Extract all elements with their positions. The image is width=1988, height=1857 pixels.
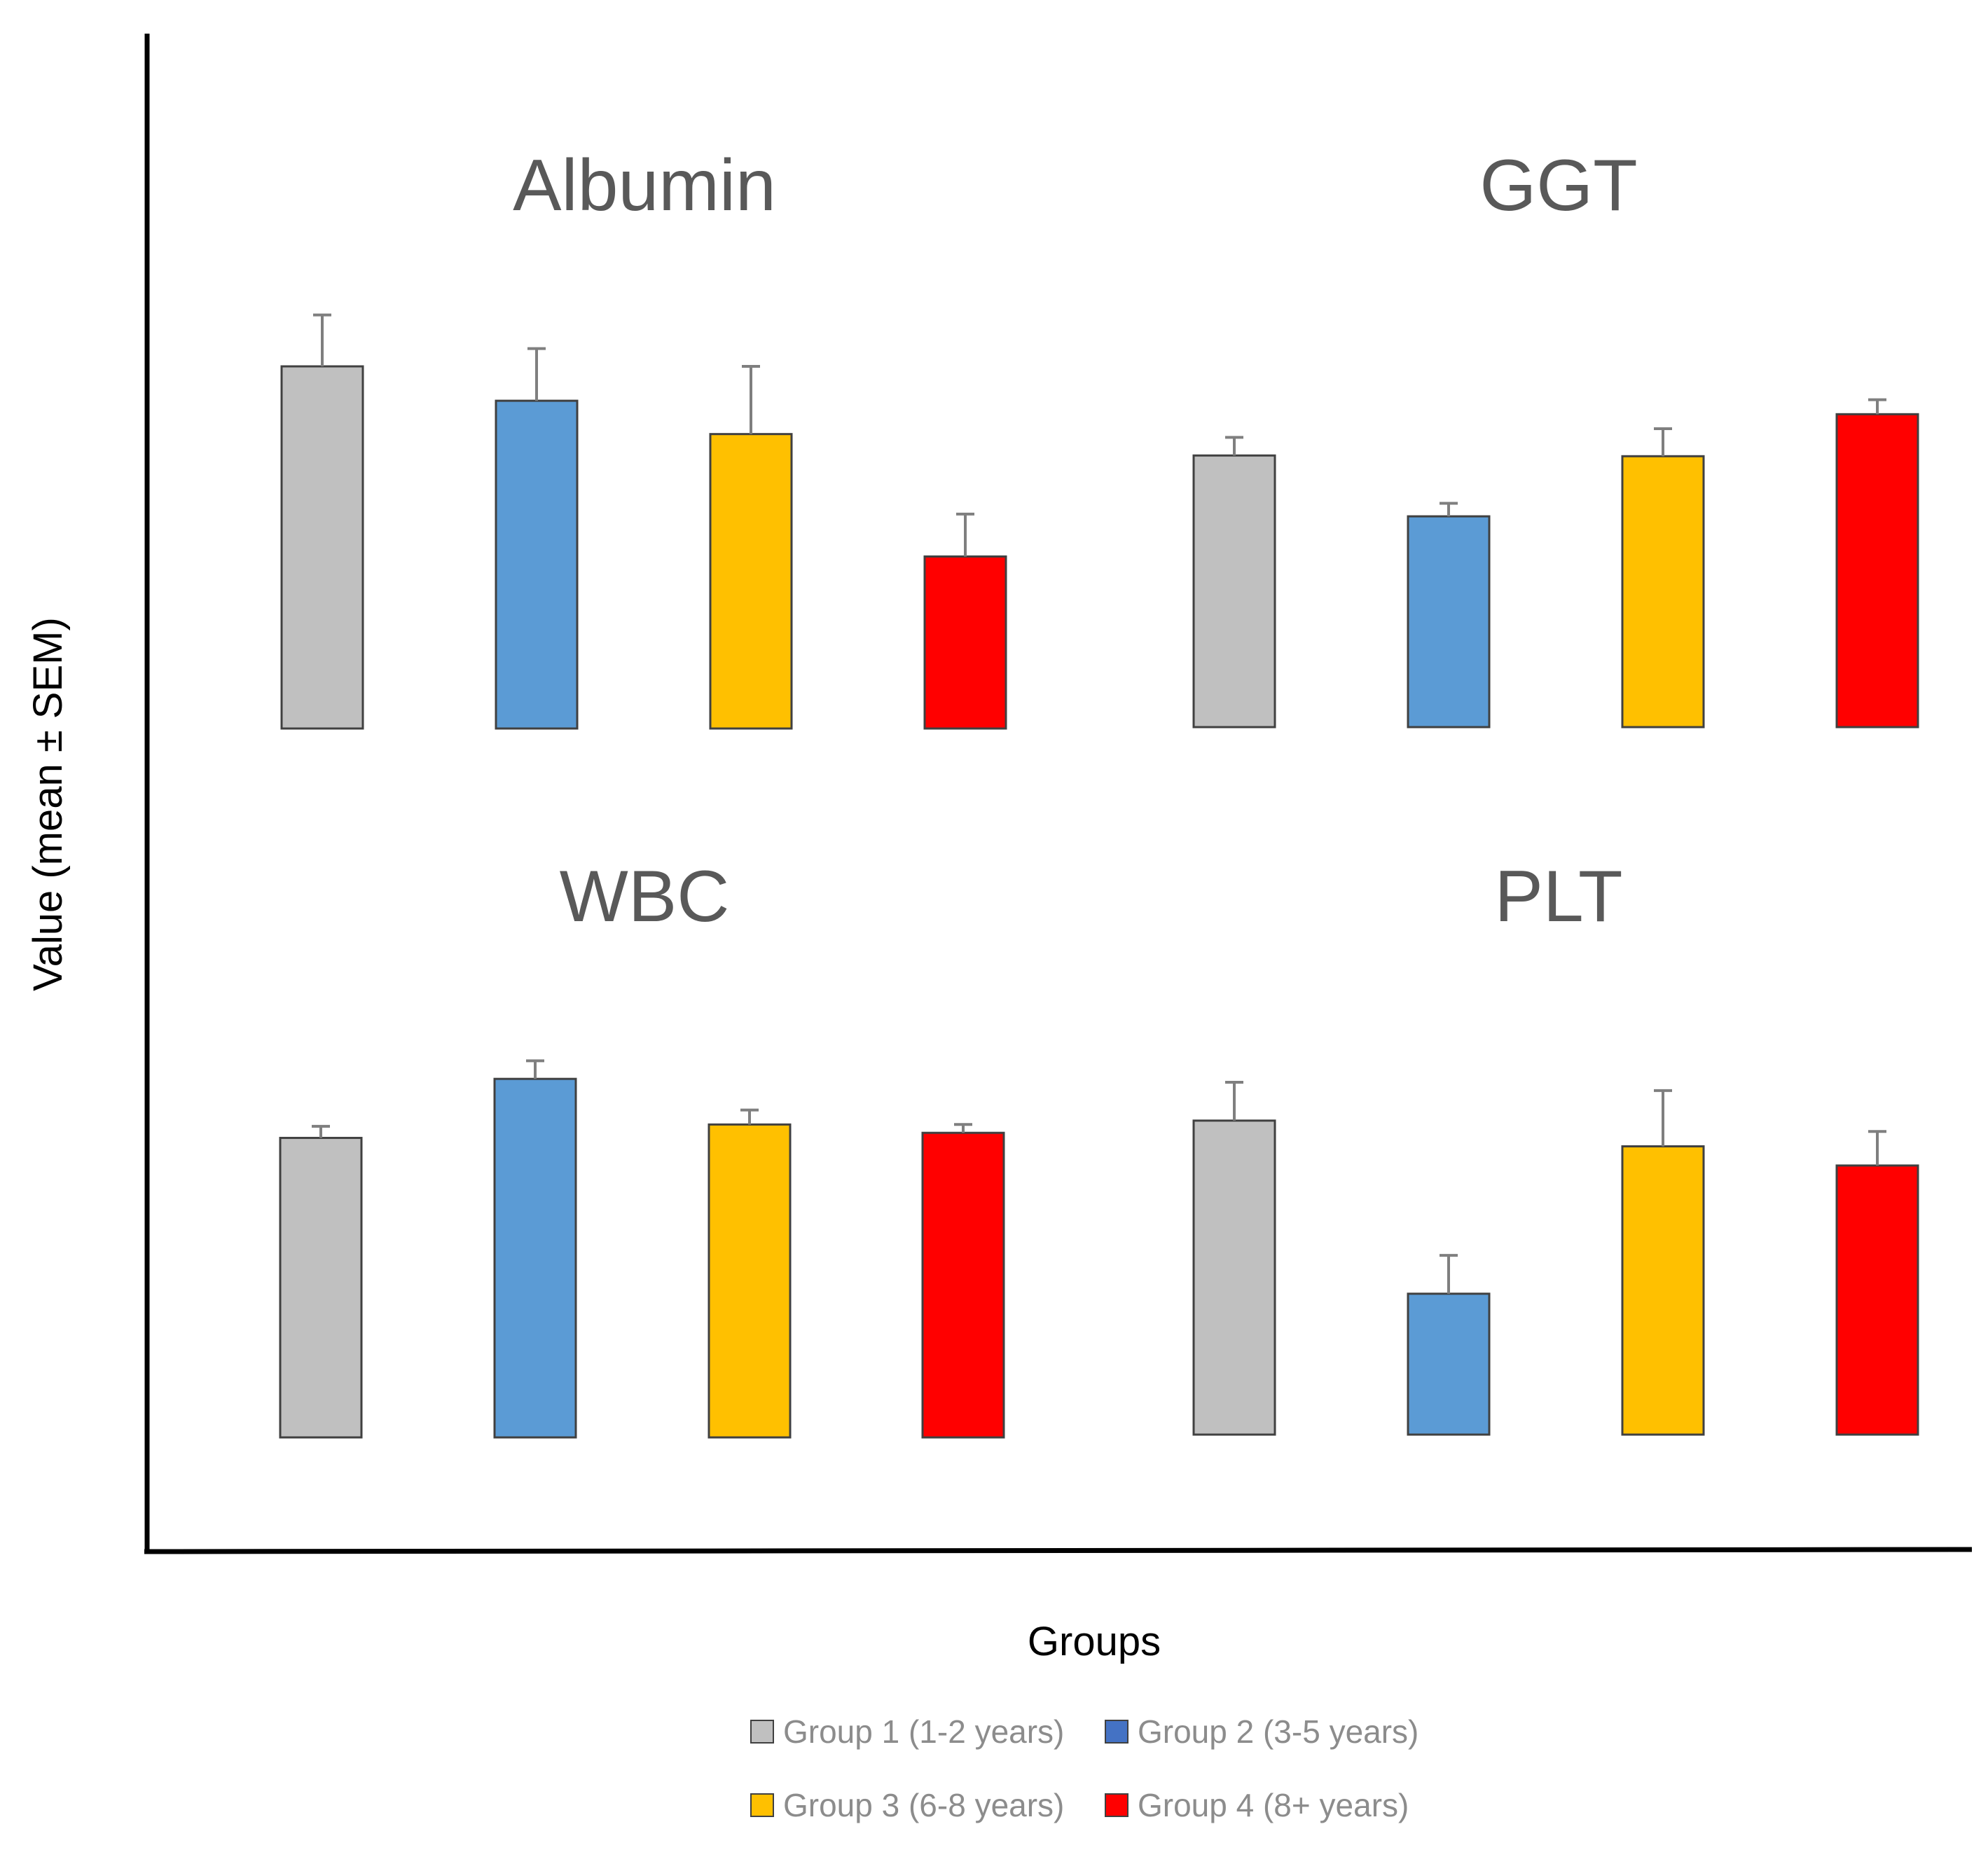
bar-albumin-group-3	[709, 433, 793, 730]
bar-albumin-group-2	[495, 399, 579, 730]
bar-ggt-group-3	[1621, 455, 1705, 729]
y-axis-label: Value (mean ± SEM)	[25, 617, 71, 991]
bar-plt-group-2	[1407, 1292, 1491, 1436]
bar-wbc-group-4	[921, 1131, 1005, 1439]
bar-albumin-group-1	[280, 365, 364, 730]
legend: Group 1 (1-2 years) Group 2 (3-5 years) …	[750, 1713, 1418, 1823]
bar-plt-group-1	[1192, 1119, 1276, 1436]
legend-swatch-group-4	[1105, 1793, 1128, 1817]
legend-label-group-3: Group 3 (6-8 years)	[783, 1787, 1064, 1823]
bar-ggt-group-2	[1407, 515, 1491, 729]
bars	[279, 313, 1919, 1439]
legend-swatch-group-3	[750, 1793, 774, 1817]
panel-title-wbc: WBC	[560, 856, 730, 937]
bar-plt-group-4	[1835, 1164, 1919, 1436]
bar-plt-group-3	[1621, 1145, 1705, 1436]
bar-wbc-group-1	[279, 1136, 363, 1439]
legend-label-group-2: Group 2 (3-5 years)	[1138, 1713, 1418, 1750]
bar-ggt-group-1	[1192, 454, 1276, 729]
bar-wbc-group-2	[493, 1077, 577, 1439]
bar-albumin-group-4	[923, 555, 1007, 730]
panel-title-plt: PLT	[1494, 856, 1622, 937]
bar-ggt-group-4	[1835, 413, 1919, 729]
legend-swatch-group-2	[1105, 1720, 1128, 1744]
x-axis-label: Groups	[1028, 1619, 1161, 1664]
legend-swatch-group-1	[750, 1720, 774, 1744]
x-axis-line	[144, 1547, 1973, 1554]
panel-title-ggt: GGT	[1479, 145, 1637, 226]
legend-label-group-4: Group 4 (8+ years)	[1138, 1787, 1409, 1823]
panel-title-albumin: Albumin	[513, 145, 776, 226]
bar-wbc-group-3	[707, 1123, 792, 1439]
legend-label-group-1: Group 1 (1-2 years)	[783, 1713, 1064, 1750]
